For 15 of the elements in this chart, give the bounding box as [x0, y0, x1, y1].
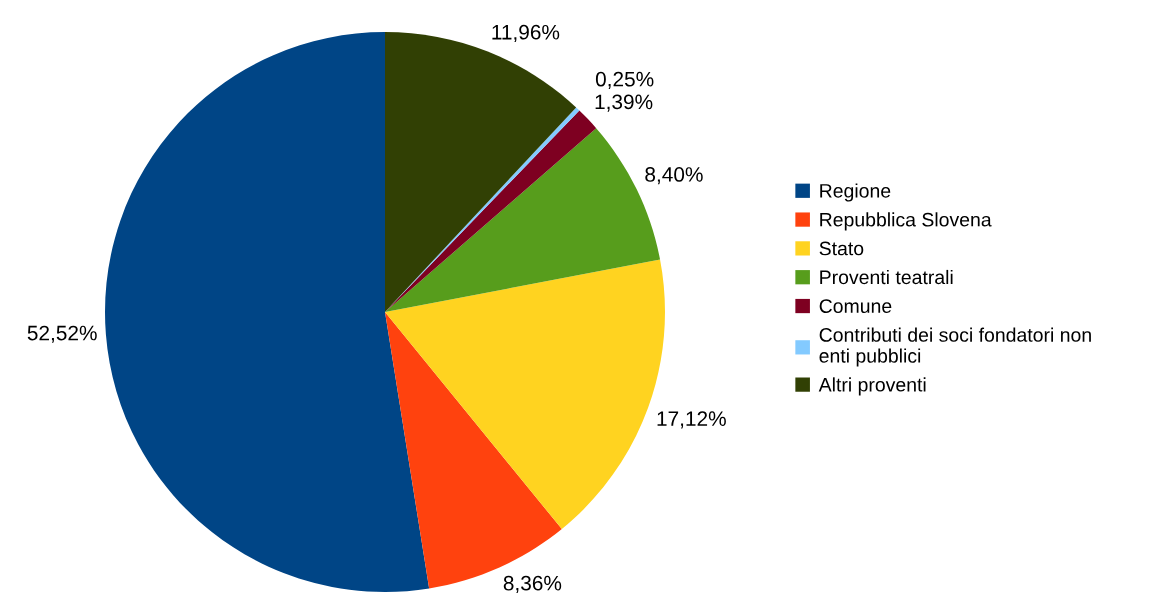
legend-label: Proventi teatrali: [820, 269, 953, 285]
data-label: 8,36%: [503, 575, 562, 593]
data-label: 1,39%: [595, 94, 653, 112]
pie-slice: [105, 32, 430, 592]
legend-label: Regione: [820, 183, 891, 202]
legend-label: Altri proventi: [818, 377, 926, 396]
data-label: 0,25%: [595, 71, 654, 89]
legend-label: Comune: [819, 299, 892, 314]
data-label: 11,96%: [492, 24, 560, 43]
data-label: 8,40%: [645, 167, 703, 185]
data-label: 17,12%: [657, 411, 726, 429]
legend-label: Repubblica Slovena: [820, 212, 992, 231]
data-label: 52,52%: [27, 325, 97, 343]
legend-label: Stato: [819, 241, 864, 256]
legend-label: Contributi dei soci fondatori non enti pubblici: [819, 327, 1091, 367]
